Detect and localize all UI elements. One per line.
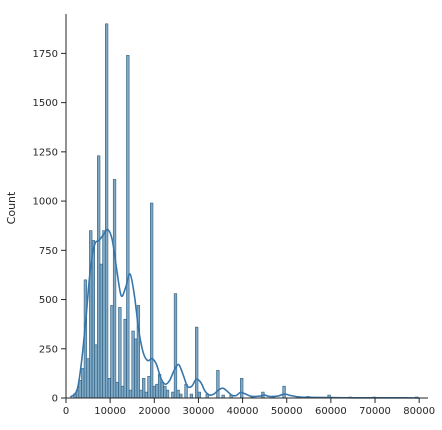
histogram-bar-33 — [160, 381, 164, 399]
histogram-bar-31 — [155, 383, 159, 399]
axes — [65, 14, 428, 399]
y-tick-label: 250 — [39, 344, 58, 355]
histogram-bar-22 — [131, 330, 135, 399]
x-ticks: 0 10000 20000 30000 40000 50000 60000 70000 8000… — [63, 398, 435, 417]
histogram-bar-12 — [104, 23, 109, 399]
kde-line — [69, 228, 420, 399]
x-tick-label: 80000 — [403, 406, 435, 417]
histogram-bar-16 — [115, 381, 119, 399]
histogram-bar-35 — [165, 389, 170, 399]
histogram-bar-38 — [176, 389, 180, 399]
y-ticks: 0 250 500 750 1000 1250 1500 1750 — [33, 49, 66, 405]
histogram-bar-29 — [150, 202, 154, 399]
histogram-bar-26 — [142, 378, 146, 399]
histogram-bar-19 — [123, 318, 127, 399]
histogram-bar-37 — [173, 293, 178, 399]
histogram-bar-41 — [189, 393, 194, 399]
y-tick-label: 500 — [39, 295, 58, 306]
histogram-bar-20 — [126, 55, 130, 399]
histogram-bar-43 — [197, 391, 201, 399]
histogram-bar-52 — [282, 385, 286, 399]
y-tick-label: 0 — [52, 394, 58, 405]
histogram-bar-48 — [240, 378, 244, 399]
y-tick-label: 750 — [39, 246, 58, 257]
histogram-bar-9 — [97, 155, 101, 399]
histogram-bar-23 — [134, 338, 138, 399]
x-tick-label: 30000 — [183, 406, 215, 417]
histogram-bar-21 — [128, 389, 133, 399]
histogram-bar-7 — [91, 240, 95, 399]
histogram-bar-39 — [179, 393, 183, 399]
histogram-bar-27 — [144, 391, 148, 399]
histogram-bar-18 — [120, 385, 125, 399]
histogram-bar-42 — [195, 326, 199, 399]
histogram-bar-14 — [110, 305, 114, 399]
histogram-bar-36 — [171, 391, 175, 399]
histogram-bar-17 — [118, 307, 122, 399]
x-tick-label: 20000 — [138, 406, 170, 417]
histogram-bar-13 — [107, 378, 111, 399]
histogram-bars — [73, 23, 419, 399]
x-tick-label: 50000 — [271, 406, 303, 417]
x-tick-label: 60000 — [315, 406, 347, 417]
x-tick-label: 70000 — [359, 406, 391, 417]
histogram-bar-5 — [86, 358, 90, 399]
histogram-bar-45 — [216, 370, 220, 399]
histogram-bar-28 — [147, 376, 151, 399]
histogram-bar-15 — [112, 179, 117, 399]
y-tick-label: 1250 — [33, 147, 58, 158]
histogram-bar-8 — [94, 344, 98, 399]
histogram-bar-30 — [152, 385, 156, 399]
x-tick-label: 10000 — [94, 406, 126, 417]
histogram-bar-34 — [163, 385, 167, 399]
kde-curve-layer — [69, 228, 420, 399]
y-tick-label: 1500 — [33, 98, 58, 109]
x-tick-label: 0 — [63, 406, 69, 417]
histogram-bar-10 — [99, 263, 103, 399]
x-tick-label: 40000 — [227, 406, 259, 417]
histogram-bar-25 — [139, 389, 143, 399]
y-axis-label: Count — [5, 191, 18, 224]
histogram-bar-3 — [81, 368, 85, 399]
histogram-bar-11 — [102, 230, 106, 399]
y-tick-label: 1000 — [33, 197, 58, 208]
y-tick-label: 1750 — [33, 49, 58, 60]
